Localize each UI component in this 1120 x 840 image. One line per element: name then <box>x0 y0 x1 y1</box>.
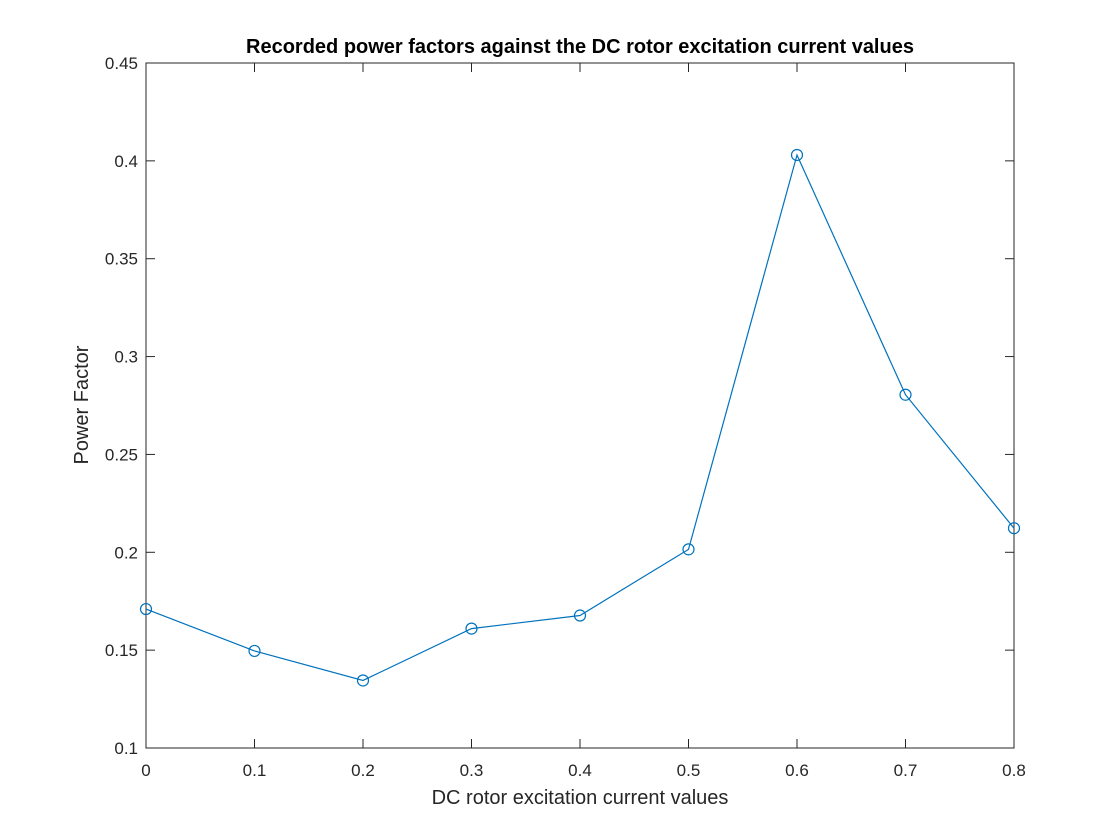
data-point <box>790 148 804 162</box>
y-tick-label: 0.1 <box>114 739 138 758</box>
data-point <box>248 644 261 658</box>
y-tick-label: 0.2 <box>114 543 138 562</box>
data-point <box>465 622 478 635</box>
plot-area <box>145 62 1015 749</box>
data-point <box>682 543 695 556</box>
x-tick-label: 0.3 <box>460 761 484 780</box>
y-axis-label: Power Factor <box>71 345 93 464</box>
x-tick-label: 0.4 <box>568 761 592 780</box>
x-tick-label: 0.7 <box>894 761 918 780</box>
data-point <box>573 609 587 622</box>
y-tick-label: 0.4 <box>114 152 138 171</box>
data-point <box>139 602 153 616</box>
y-tick-label: 0.25 <box>105 445 138 464</box>
y-tick-label: 0.3 <box>114 348 138 367</box>
x-tick-label: 0.2 <box>351 761 375 780</box>
y-tick-label: 0.15 <box>105 641 138 660</box>
series-layer <box>139 148 1021 687</box>
ticks-layer: 0 0.1 0.2 0.3 0.4 0.5 0.6 0.7 0.80.10.150.20.250… <box>105 54 1026 780</box>
chart-title: Recorded power factors against the DC ro… <box>246 36 914 58</box>
x-tick-label: 0 <box>141 761 150 780</box>
data-point <box>1007 522 1021 535</box>
series-line <box>145 153 1015 682</box>
y-tick-label: 0.45 <box>105 54 138 73</box>
x-tick-label: 0.5 <box>677 761 701 780</box>
x-tick-label: 0.6 <box>785 761 809 780</box>
data-point <box>899 388 912 401</box>
x-tick-label: 0.1 <box>243 761 267 780</box>
x-tick-label: 0.8 <box>1002 761 1026 780</box>
x-axis-label: DC rotor excitation current values <box>432 787 729 809</box>
y-tick-label: 0.35 <box>105 250 138 269</box>
data-point <box>356 674 370 687</box>
